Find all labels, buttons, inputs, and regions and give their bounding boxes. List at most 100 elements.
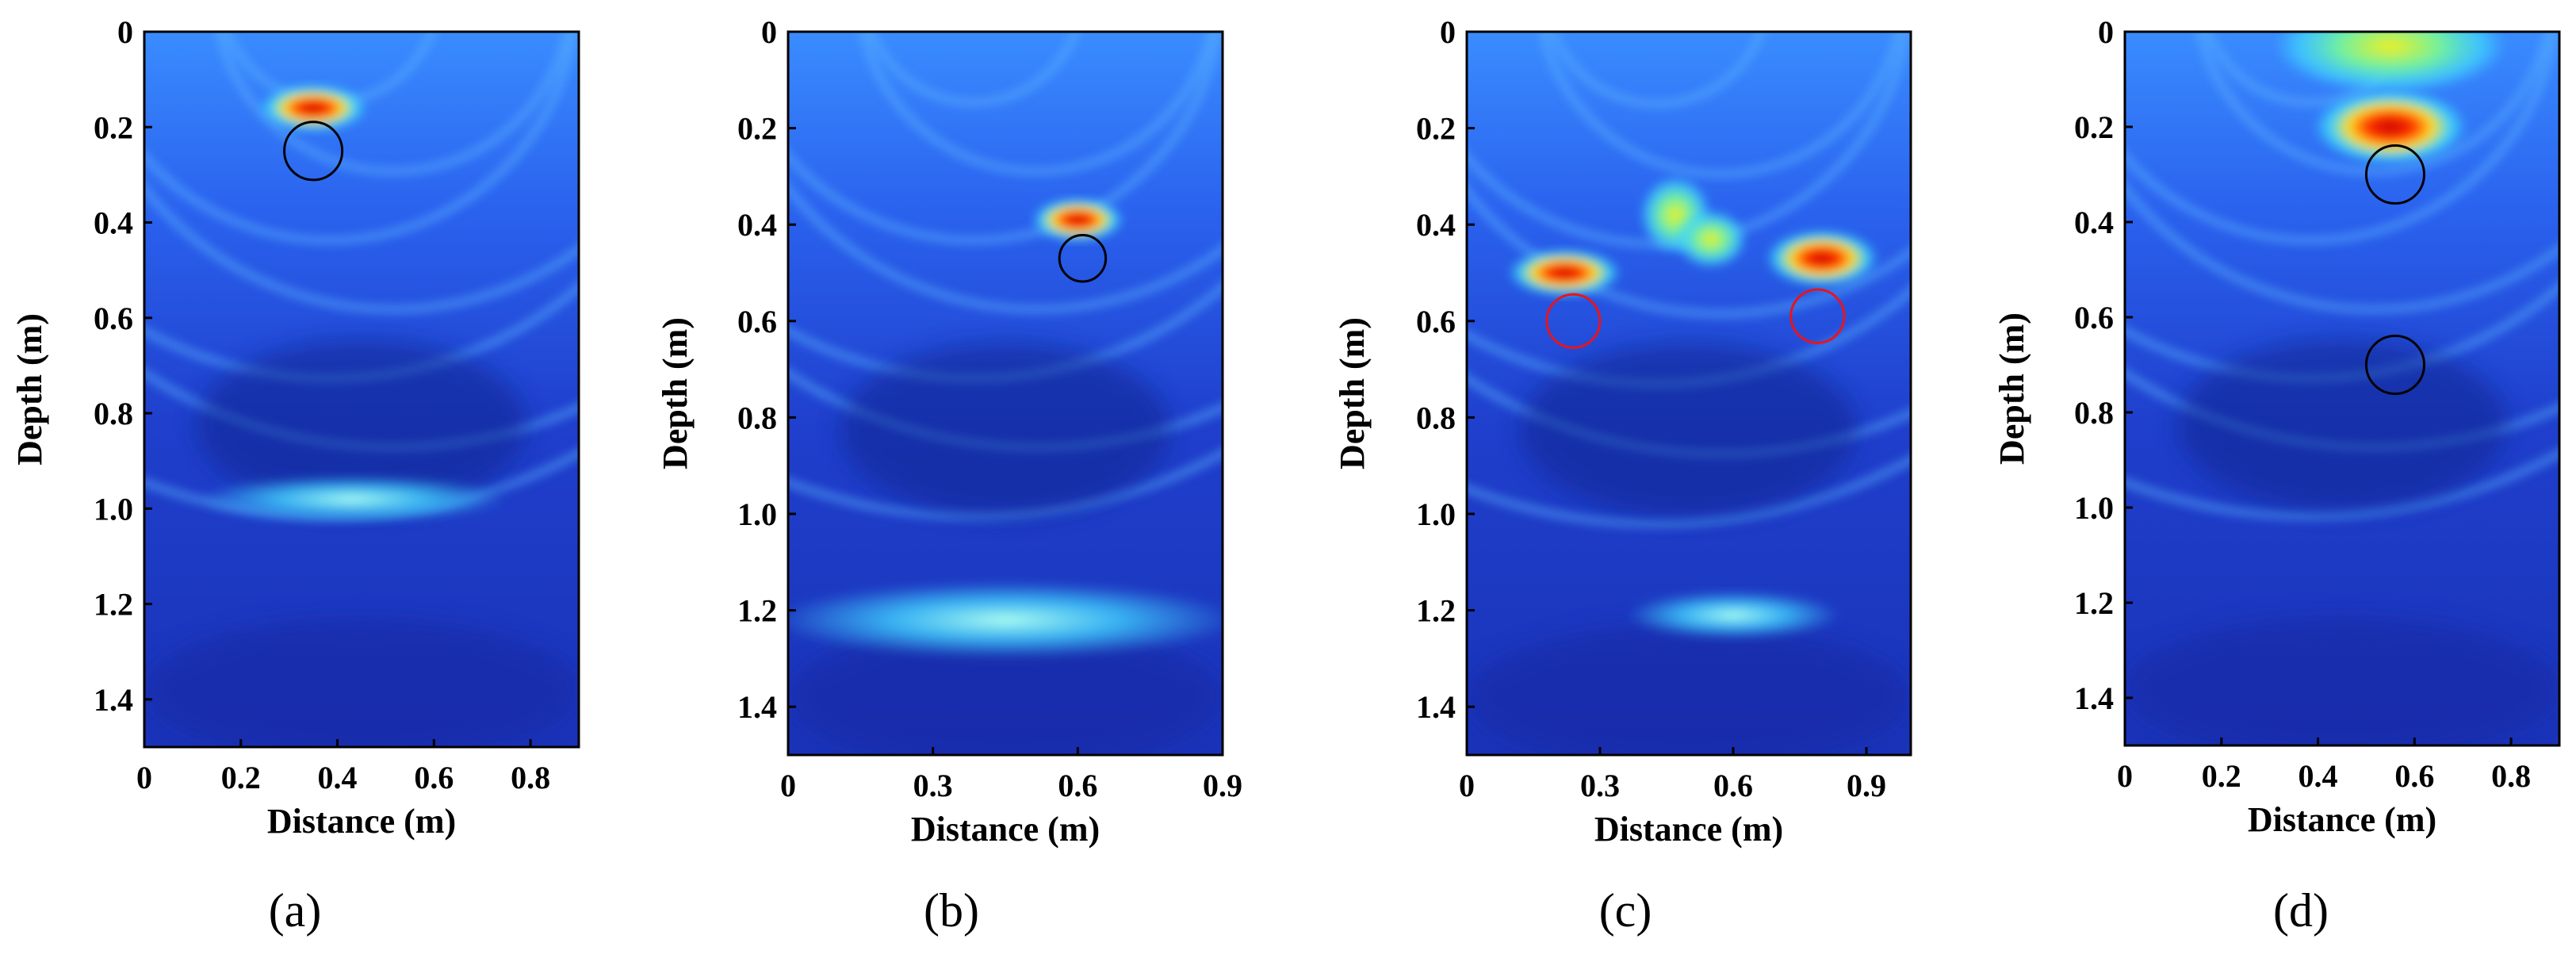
reflection-arc	[144, 32, 579, 244]
hotspot	[197, 475, 507, 523]
plot-area	[788, 32, 1223, 755]
target-circle-marker	[1789, 288, 1846, 344]
dark-region	[2176, 339, 2508, 510]
reflection-arc	[859, 32, 1215, 175]
y-axis-title: Depth (m)	[656, 317, 695, 469]
y-tick-label: 1.4	[1416, 689, 1456, 725]
y-tick-label: 1.2	[1416, 593, 1456, 629]
panel-a: 0 0.2 0.4 0.6 0.8 1.0 1.2 1.4 0 0.2 0.4 0.6 0.8 Dista…	[10, 14, 580, 937]
reflection-arc	[788, 32, 1223, 244]
x-tick-label: 0.3	[913, 768, 953, 803]
plot-frame	[143, 30, 580, 749]
y-tick-label: 0.4	[737, 207, 777, 243]
dark-region	[1520, 343, 1858, 517]
dark-regions	[1467, 343, 1911, 755]
y-tick-label: 1.2	[2074, 585, 2114, 621]
panel-d: 0 0.2 0.4 0.6 0.8 1.0 1.2 1.4 0 0.2 0.4 0.6 0.8 Dista…	[1992, 14, 2561, 937]
target-circle-marker	[2364, 144, 2426, 205]
reflection-arc	[2125, 182, 2559, 313]
reflection-arc	[1548, 32, 1766, 108]
y-tick-label: 0.6	[1416, 304, 1456, 339]
y-tick-label: 0.8	[94, 396, 133, 431]
y-tick-label: 1.0	[737, 496, 777, 532]
y-axis-title: Depth (m)	[1333, 317, 1372, 469]
y-tick-label: 1.4	[737, 689, 777, 725]
y-tick-label: 0.2	[1416, 111, 1456, 147]
x-tick-label: 0.6	[1058, 768, 1097, 803]
x-tick-label: 0.2	[221, 760, 261, 795]
y-tick-label: 1.2	[737, 593, 777, 629]
plot-area	[2125, 32, 2559, 745]
plot-area	[144, 32, 579, 747]
dark-region	[788, 624, 1223, 755]
y-tick-label: 0.2	[94, 109, 133, 145]
y-tick-label: 0.2	[2074, 109, 2114, 145]
dark-region	[196, 339, 527, 512]
reflection-arc	[1467, 185, 1911, 318]
x-tick-label: 0.6	[2394, 758, 2434, 794]
hotspot	[258, 84, 368, 132]
x-tick-label: 0	[136, 760, 152, 795]
reflection-arc	[1467, 455, 1911, 528]
dark-regions	[144, 339, 579, 747]
x-tick-label: 0.6	[414, 760, 454, 795]
hotspot	[1507, 248, 1621, 297]
plot-frame	[1465, 30, 1912, 757]
reflection-arc	[2204, 32, 2417, 107]
dark-region	[144, 618, 579, 747]
y-tick-label: 0	[761, 14, 777, 50]
y-tick-label: 0.8	[1416, 400, 1456, 435]
reflection-arc	[1538, 32, 1903, 178]
x-tick-label: 0.8	[511, 760, 550, 795]
x-tick-label: 0	[2117, 758, 2133, 794]
panel-c: 0 0.2 0.4 0.6 0.8 1.0 1.2 1.4 0 0.3 0.6 0.9 Distance…	[1333, 14, 1912, 937]
reflection-arc	[867, 32, 1080, 107]
hotspot	[2274, 32, 2506, 94]
y-tick-label: 1.0	[2074, 490, 2114, 526]
y-axis-title: Depth (m)	[1992, 312, 2031, 465]
target-circle-marker	[1545, 293, 1602, 349]
reflection-arc	[788, 449, 1223, 520]
dark-regions	[2125, 339, 2559, 745]
x-tick-label: 0.6	[1713, 768, 1753, 803]
y-tick-label: 1.4	[94, 682, 133, 718]
x-tick-label: 0.3	[1580, 768, 1620, 803]
y-tick-label: 0	[2098, 14, 2114, 50]
target-circle-marker	[2364, 334, 2426, 396]
x-tick-label: 0.2	[2202, 758, 2241, 794]
y-tick-label: 0.4	[1416, 207, 1456, 243]
y-tick-label: 0.2	[737, 111, 777, 147]
hotspot	[1675, 209, 1747, 268]
x-axis-title: Distance (m)	[2248, 800, 2436, 839]
x-tick-label: 0.4	[318, 760, 358, 795]
plot-frame	[2123, 30, 2561, 747]
y-tick-label: 0	[1440, 14, 1456, 50]
target-circle-marker	[1058, 234, 1108, 283]
y-tick-label: 1.0	[94, 491, 133, 527]
panel-b: 0 0.2 0.4 0.6 0.8 1.0 1.2 1.4 0 0.3 0.6 0.9 Distance…	[656, 14, 1242, 937]
target-circle-marker	[283, 121, 344, 182]
x-tick-label: 0	[1459, 768, 1475, 803]
reflection-arc	[788, 182, 1223, 313]
y-tick-label: 0.8	[2074, 395, 2114, 431]
dark-regions	[788, 343, 1223, 755]
reflection-arc	[215, 32, 572, 175]
y-tick-label: 0.6	[737, 304, 777, 339]
x-axis-title: Distance (m)	[267, 802, 456, 841]
dark-region	[2125, 617, 2559, 745]
reflection-arc	[2125, 449, 2559, 520]
y-tick-label: 1.2	[94, 587, 133, 623]
x-tick-label: 0.4	[2298, 758, 2338, 794]
hotspot	[1626, 591, 1840, 640]
hotspot	[1765, 229, 1879, 288]
dark-region	[1467, 624, 1911, 755]
plot-area	[1467, 32, 1911, 755]
hotspot	[788, 581, 1223, 659]
reflection-arc	[2125, 32, 2559, 244]
reflection-arc	[2195, 32, 2552, 175]
panel-label: (a)	[269, 884, 322, 937]
x-axis-title: Distance (m)	[911, 810, 1100, 849]
plot-frame	[787, 30, 1224, 757]
panel-label: (d)	[2273, 884, 2329, 937]
